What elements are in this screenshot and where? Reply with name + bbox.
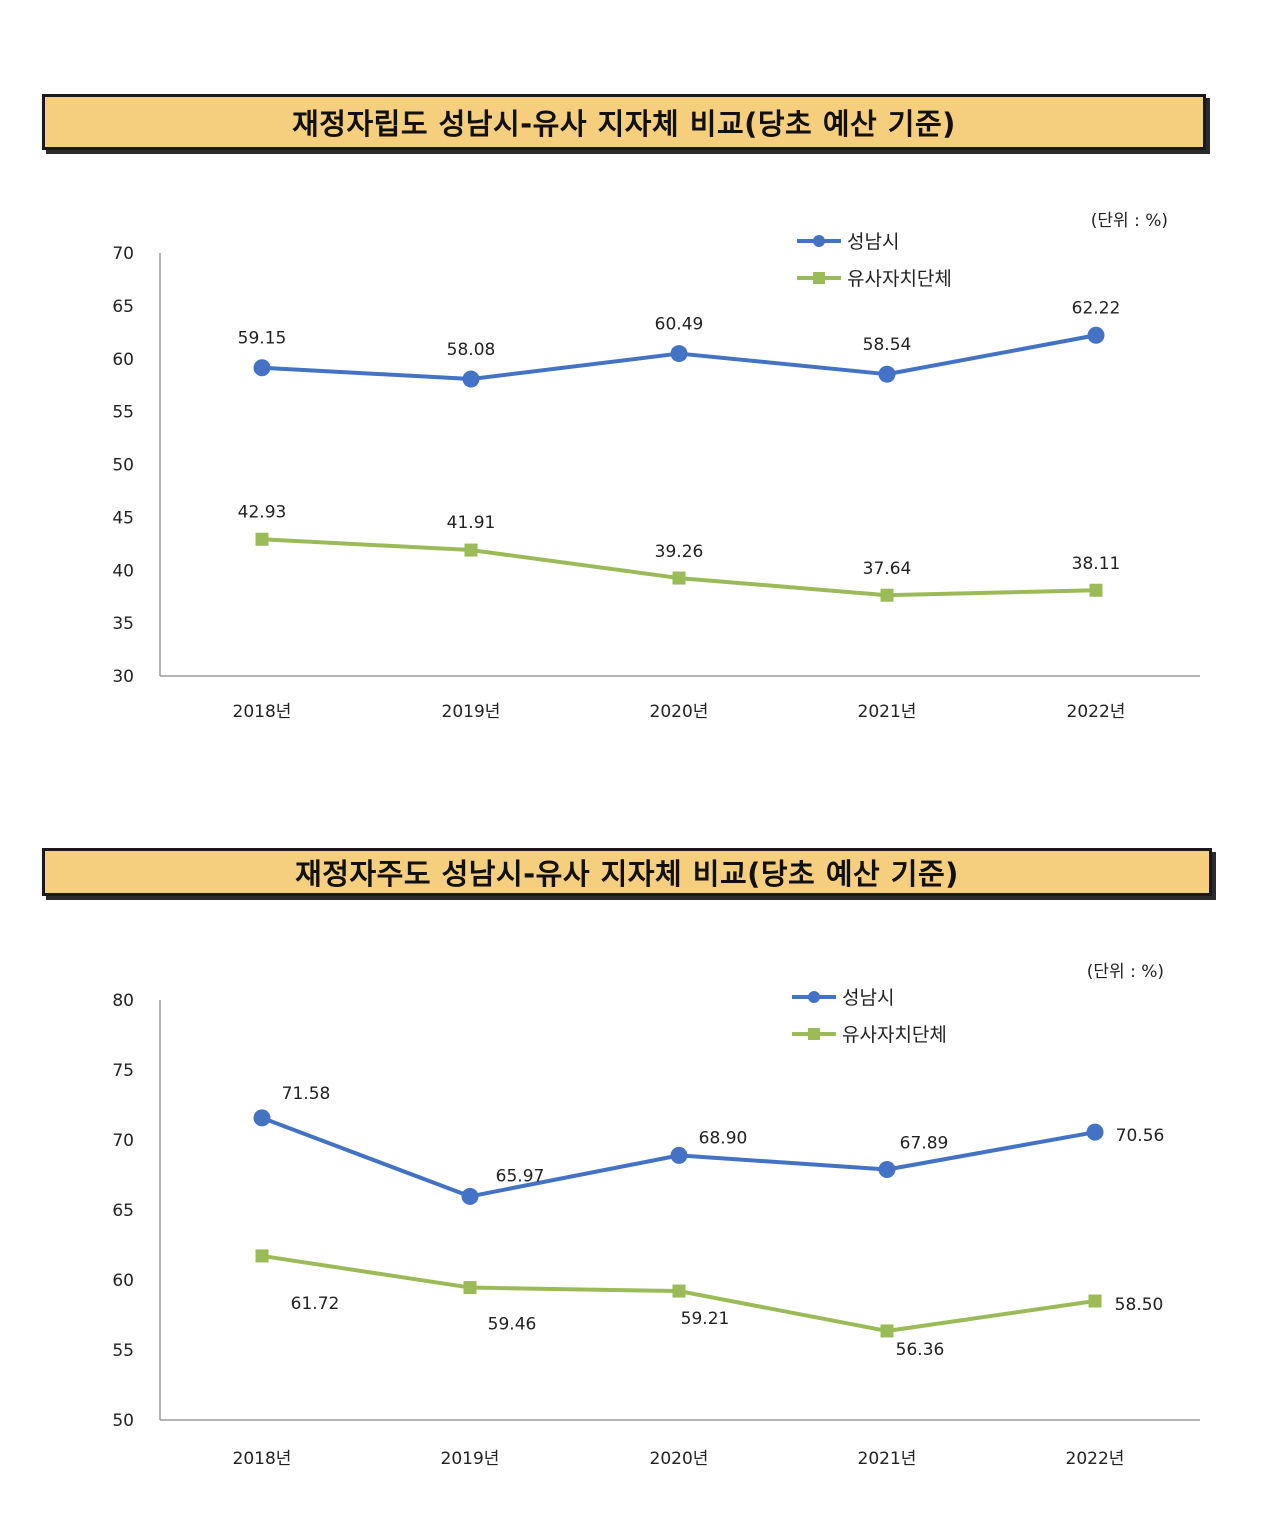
y-tick-label: 50 — [112, 456, 134, 476]
x-tick-label: 2022년 — [1066, 1449, 1125, 1469]
data-label: 42.93 — [238, 502, 287, 522]
data-point-seongnam — [461, 1187, 479, 1205]
data-point-similar — [880, 1324, 894, 1338]
y-tick-label: 60 — [112, 1271, 134, 1291]
y-tick-label: 45 — [112, 508, 134, 528]
legend-marker-circle — [808, 991, 820, 1003]
data-label: 59.15 — [238, 329, 287, 349]
data-point-seongnam — [253, 1109, 271, 1127]
y-tick-label: 70 — [112, 1131, 134, 1151]
data-label: 58.50 — [1115, 1295, 1164, 1315]
data-point-similar — [672, 571, 686, 585]
data-label: 61.72 — [291, 1294, 340, 1314]
data-label: 68.90 — [699, 1128, 748, 1148]
data-point-similar — [463, 1281, 477, 1295]
y-tick-label: 55 — [112, 403, 134, 423]
data-point-seongnam — [670, 345, 688, 363]
data-point-seongnam — [462, 370, 480, 388]
y-tick-label: 70 — [112, 244, 134, 264]
x-tick-label: 2019년 — [442, 702, 501, 722]
data-label: 39.26 — [655, 542, 704, 562]
unit-label: (단위 : %) — [1087, 962, 1164, 982]
x-tick-label: 2021년 — [858, 702, 917, 722]
unit-label: (단위 : %) — [1091, 211, 1168, 231]
legend-label: 유사자치단체 — [842, 1024, 947, 1046]
y-tick-label: 80 — [112, 991, 134, 1011]
chart-title-financial-independence: 재정자립도 성남시-유사 지자체 비교(당초 예산 기준) — [42, 94, 1206, 150]
legend-label: 유사자치단체 — [847, 268, 952, 290]
legend-label: 성남시 — [842, 987, 894, 1009]
x-tick-label: 2020년 — [650, 702, 709, 722]
legend-marker-square — [813, 272, 825, 284]
x-tick-label: 2018년 — [233, 702, 292, 722]
data-point-similar — [1089, 583, 1103, 597]
y-tick-label: 60 — [112, 350, 134, 370]
legend-marker-square — [808, 1028, 820, 1040]
y-tick-label: 35 — [112, 614, 134, 634]
financial-independence-chart: 30 35 40 45 50 55 60 65 70 2018년 2019년 2020년 2021년 20… — [112, 211, 1200, 722]
data-label: 37.64 — [863, 559, 912, 579]
data-label: 58.54 — [863, 335, 912, 355]
y-tick-label: 75 — [112, 1061, 134, 1081]
y-tick-label: 50 — [112, 1411, 134, 1431]
data-label: 60.49 — [655, 315, 704, 335]
chart-title-financial-autonomy: 재정자주도 성남시-유사 지자체 비교(당초 예산 기준) — [42, 848, 1212, 896]
data-point-seongnam — [1086, 1123, 1104, 1141]
y-tick-label: 30 — [112, 667, 134, 687]
data-point-similar — [1088, 1294, 1102, 1308]
financial-autonomy-chart: 50 55 60 65 70 75 80 2018년 2019년 2020년 2021년 2022년 (… — [112, 962, 1200, 1469]
data-label: 71.58 — [282, 1084, 331, 1104]
x-tick-label: 2022년 — [1067, 702, 1126, 722]
data-point-similar — [672, 1284, 686, 1298]
data-point-similar — [880, 588, 894, 602]
y-tick-label: 65 — [112, 1201, 134, 1221]
legend-marker-circle — [813, 235, 825, 247]
data-label: 59.21 — [681, 1309, 730, 1329]
data-point-seongnam — [878, 365, 896, 383]
data-point-similar — [255, 532, 269, 546]
data-point-seongnam — [670, 1146, 688, 1164]
x-tick-label: 2019년 — [441, 1449, 500, 1469]
x-tick-label: 2021년 — [858, 1449, 917, 1469]
data-point-seongnam — [878, 1161, 896, 1179]
data-label: 38.11 — [1072, 554, 1121, 574]
data-label: 41.91 — [447, 513, 496, 533]
y-tick-label: 40 — [112, 561, 134, 581]
data-point-seongnam — [253, 359, 271, 377]
x-tick-label: 2020년 — [650, 1449, 709, 1469]
x-tick-label: 2018년 — [233, 1449, 292, 1469]
legend-label: 성남시 — [847, 231, 899, 253]
data-label: 58.08 — [447, 340, 496, 360]
data-label: 59.46 — [488, 1315, 537, 1335]
data-point-similar — [255, 1249, 269, 1263]
data-point-similar — [464, 543, 478, 557]
data-label: 62.22 — [1072, 298, 1121, 318]
data-label: 65.97 — [496, 1166, 545, 1186]
y-tick-label: 55 — [112, 1341, 134, 1361]
data-label: 67.89 — [900, 1134, 949, 1154]
y-tick-label: 65 — [112, 297, 134, 317]
data-point-seongnam — [1087, 326, 1105, 344]
data-label: 70.56 — [1116, 1126, 1165, 1146]
data-label: 56.36 — [896, 1340, 945, 1360]
